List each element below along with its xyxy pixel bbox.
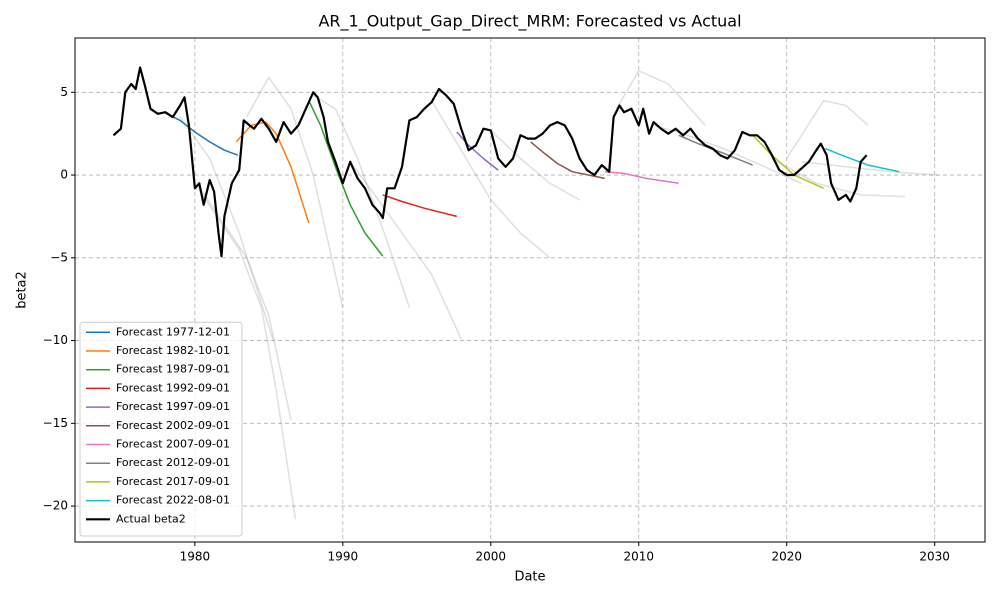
y-tick-label: −15 <box>43 416 68 430</box>
background-forecast-line <box>490 129 580 201</box>
legend-label: Forecast 2002-09-01 <box>116 419 230 432</box>
series-line <box>235 121 310 224</box>
legend-label: Forecast 2012-09-01 <box>116 456 230 469</box>
x-tick-label: 2010 <box>623 550 654 564</box>
series-line <box>112 66 868 258</box>
legend-label: Forecast 2007-09-01 <box>116 438 230 451</box>
y-tick-label: 0 <box>60 168 68 182</box>
x-tick-label: 1980 <box>180 550 211 564</box>
series-line <box>752 134 825 189</box>
series-line <box>824 147 900 173</box>
legend-label: Forecast 2022-08-01 <box>116 494 230 507</box>
x-tick-label: 2000 <box>476 550 507 564</box>
background-forecast-line <box>615 70 706 126</box>
y-tick-label: −20 <box>43 499 68 513</box>
background-forecast-line <box>179 116 275 341</box>
plot-frame <box>74 37 986 543</box>
legend-box <box>79 321 243 537</box>
series-line <box>163 111 239 156</box>
y-tick-label: −5 <box>50 250 68 264</box>
legend-label: Forecast 2017-09-01 <box>116 475 230 488</box>
x-tick-label: 2030 <box>919 550 950 564</box>
background-forecast-line <box>194 182 297 520</box>
legend: Forecast 1977-12-01 Forecast 1982-10-01 Fo… <box>79 321 243 537</box>
background-forecast-line <box>801 161 938 176</box>
background-forecast-line <box>786 99 869 159</box>
y-tick-label: 5 <box>60 85 68 99</box>
x-tick-label: 2020 <box>771 550 802 564</box>
x-axis-label: Date <box>514 570 545 585</box>
y-tick-label: −10 <box>43 333 68 347</box>
background-forecast-line <box>245 76 344 308</box>
series-line <box>530 141 605 180</box>
x-tick-label: 1990 <box>328 550 359 564</box>
legend-label: Forecast 1992-09-01 <box>116 381 230 394</box>
background-forecast-line <box>430 100 551 259</box>
series-line <box>308 100 384 257</box>
background-forecast-line <box>312 94 411 308</box>
background-forecast-line <box>349 161 462 340</box>
legend-label: Forecast 1987-09-01 <box>116 363 230 376</box>
background-forecast-line <box>771 157 906 198</box>
legend-label: Forecast 1977-12-01 <box>116 325 230 338</box>
legend-label: Forecast 1982-10-01 <box>116 344 230 357</box>
legend-label: Forecast 1997-09-01 <box>116 400 230 413</box>
series-line <box>382 194 457 218</box>
y-axis-label: beta2 <box>15 271 30 309</box>
legend-label: Actual beta2 <box>116 512 186 525</box>
series-line <box>604 170 679 185</box>
chart-title: AR_1_Output_Gap_Direct_MRM: Forecasted v… <box>318 12 741 32</box>
series-line <box>456 131 499 171</box>
